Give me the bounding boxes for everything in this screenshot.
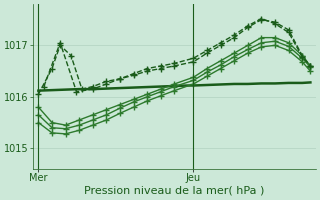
X-axis label: Pression niveau de la mer( hPa ): Pression niveau de la mer( hPa ) <box>84 186 265 196</box>
